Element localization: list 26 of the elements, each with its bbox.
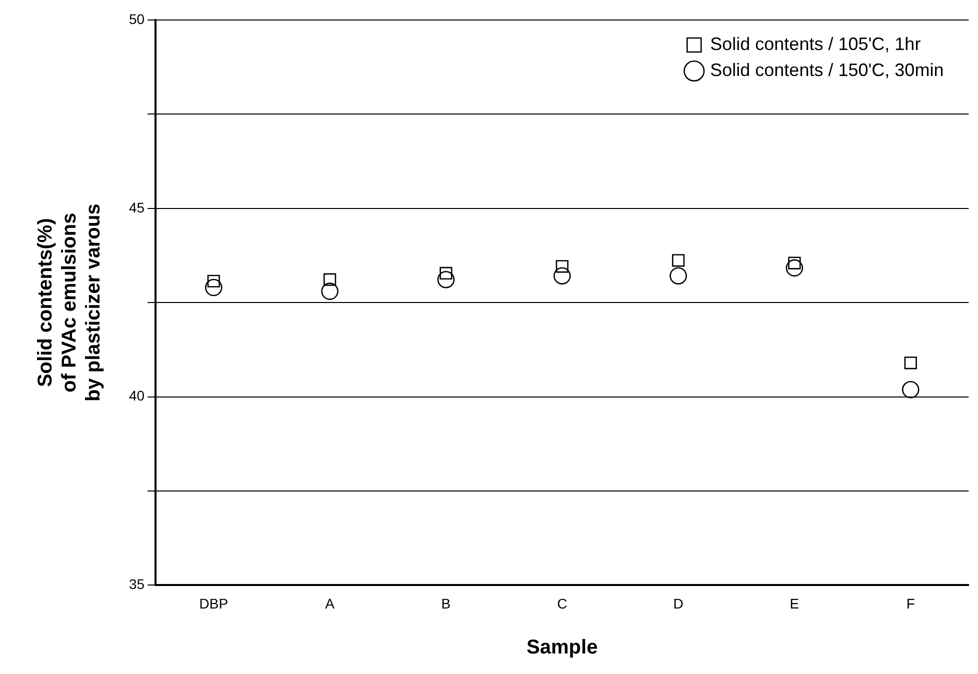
x-tick-label: A <box>325 595 336 612</box>
x-tick-label: E <box>790 595 800 612</box>
x-tick-label: F <box>906 595 915 612</box>
point <box>670 267 687 284</box>
point <box>672 254 685 267</box>
x-tick-label: DBP <box>199 595 228 612</box>
x-tick-label: D <box>673 595 684 612</box>
x-tick-label: C <box>557 595 568 612</box>
y-tick-label: 50 <box>128 10 145 27</box>
legend-label: Solid contents / 150'C, 30min <box>710 60 944 80</box>
point <box>904 356 917 370</box>
x-axis-title: Sample <box>526 636 598 659</box>
point <box>324 273 336 286</box>
point <box>786 259 804 277</box>
point <box>553 267 571 284</box>
x-tick-label: B <box>441 595 451 612</box>
y-tick-label: 40 <box>128 388 145 404</box>
point <box>556 260 568 273</box>
point <box>205 278 222 296</box>
legend-label: Solid contents / 105'C, 1hr <box>710 34 921 54</box>
point <box>902 380 920 398</box>
y-axis-title: Solid contents(%) of PVAc emulsions by plasticizer varous <box>34 204 105 402</box>
y-tick-label: 35 <box>128 576 145 592</box>
y-tick-label: 45 <box>128 199 145 216</box>
point <box>437 270 455 288</box>
point <box>321 282 338 300</box>
